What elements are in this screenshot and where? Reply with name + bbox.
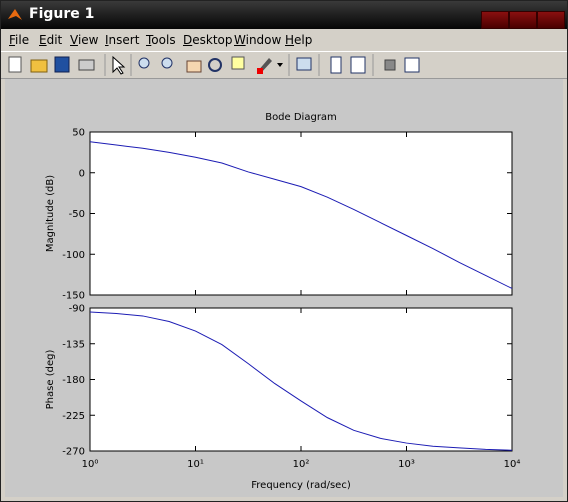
menu-item[interactable]: Desktop — [183, 33, 233, 47]
menu-item[interactable]: Insert — [105, 33, 140, 47]
menu-item[interactable]: Tools — [146, 33, 176, 47]
x-tick-label: 10¹ — [187, 459, 204, 470]
x-tick-label: 10⁰ — [82, 459, 99, 470]
data-line — [89, 141, 513, 289]
menu-item[interactable]: Window — [234, 33, 282, 47]
maximize-button[interactable] — [509, 11, 537, 29]
toolbar — [1, 51, 567, 79]
app-icon — [8, 9, 22, 20]
y-tick-label: -90 — [69, 304, 85, 315]
figure-area: Bode Diagram Magnitude (dB) 50 0 -50 -100 -150… — [5, 79, 563, 497]
menu-item[interactable]: Help — [285, 33, 313, 47]
y-axis-label: Magnitude (dB) — [45, 175, 56, 252]
y-tick-label: -225 — [62, 411, 85, 422]
menu-item[interactable]: Edit — [39, 33, 63, 47]
y-tick-label: 50 — [72, 128, 85, 139]
minimize-button[interactable] — [481, 11, 509, 29]
title-bar: Figure 1 — [1, 1, 567, 29]
y-tick-label: 0 — [79, 168, 85, 179]
y-tick-label: -135 — [62, 339, 85, 350]
y-tick-label: -180 — [62, 375, 85, 386]
y-tick-label: -100 — [62, 250, 85, 261]
y-tick-label: -150 — [62, 291, 85, 302]
axes-background — [89, 307, 513, 452]
menu-item[interactable]: View — [70, 33, 99, 47]
toolbar-icons — [8, 54, 420, 76]
data-line — [89, 311, 513, 451]
y-tick-label: -50 — [69, 209, 85, 220]
close-button[interactable] — [537, 11, 565, 29]
menu-item[interactable]: File — [9, 33, 30, 47]
window-title: Figure 1 — [29, 6, 95, 22]
menu-bar: File Edit View Insert Tools Desktop Window Help — [1, 31, 567, 51]
x-tick-label: 10³ — [398, 459, 415, 470]
y-tick-label: -270 — [62, 447, 85, 458]
x-tick-label: 10² — [293, 459, 310, 470]
axes-background — [89, 131, 513, 296]
chart-title: Bode Diagram — [265, 112, 337, 123]
x-tick-label: 10⁴ — [504, 459, 521, 470]
x-axis-label: Frequency (rad/sec) — [251, 480, 351, 491]
y-axis-label: Phase (deg) — [45, 350, 56, 410]
bode-plot: Bode Diagram Magnitude (dB) 50 0 -50 -100 -150… — [45, 112, 521, 491]
